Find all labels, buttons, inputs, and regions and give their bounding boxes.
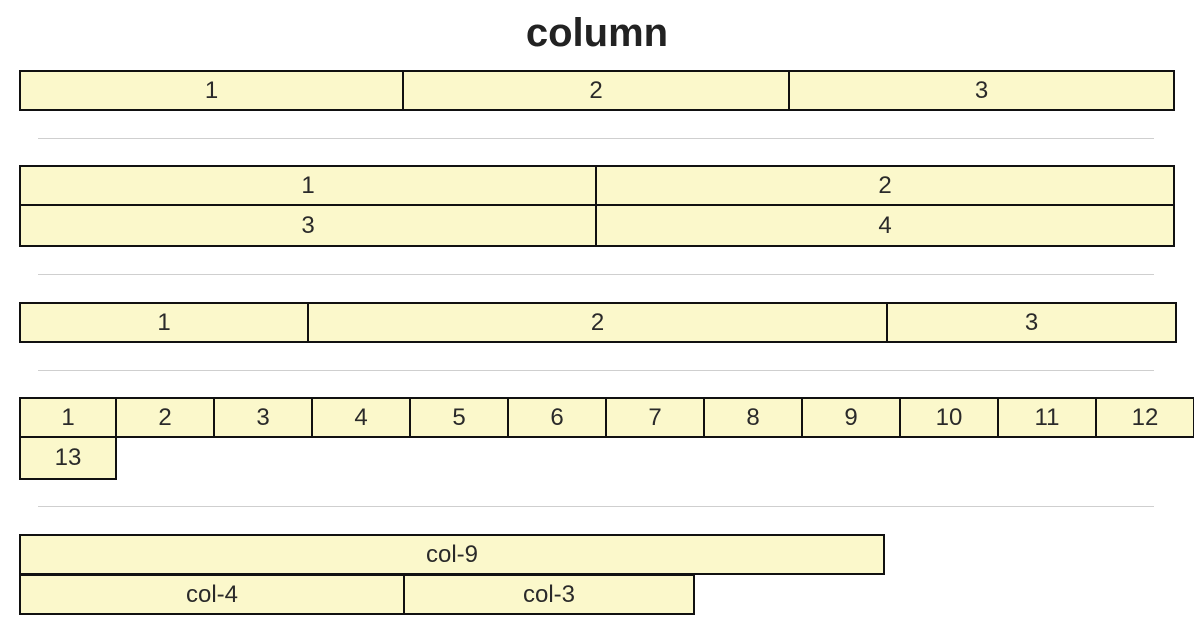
- grid-cell: 1: [19, 70, 404, 111]
- grid-cell: 2: [115, 397, 215, 438]
- page-title: column: [525, 11, 669, 55]
- grid-cell: 11: [997, 397, 1097, 438]
- grid-cell: 4: [595, 204, 1175, 247]
- grid-row-col-9: col-9: [19, 534, 1173, 575]
- grid-cell: col-3: [403, 574, 695, 615]
- grid-cell: 2: [307, 302, 888, 343]
- grid-cell: 3: [19, 204, 597, 247]
- grid-cell: 1: [19, 397, 117, 438]
- grid-cell: 10: [899, 397, 999, 438]
- grid-cell: 7: [605, 397, 705, 438]
- grid-row-equal-three: 1 2 3: [19, 70, 1175, 111]
- grid-cell: 3: [886, 302, 1177, 343]
- grid-cell: 3: [788, 70, 1175, 111]
- section-divider: [38, 274, 1154, 275]
- grid-cell: 1: [19, 165, 597, 206]
- grid-row-twelve-wrap: 1 2 3 4 5 6 7 8 9 10 11 12 13: [19, 397, 1194, 481]
- grid-cell: 2: [595, 165, 1175, 206]
- grid-cell: 2: [402, 70, 790, 111]
- grid-cell: 12: [1095, 397, 1194, 438]
- grid-cell: 3: [213, 397, 313, 438]
- section-divider: [38, 370, 1154, 371]
- grid-cell: col-9: [19, 534, 885, 575]
- section-divider: [38, 138, 1154, 139]
- section-divider: [38, 506, 1154, 507]
- grid-cell: 13: [19, 436, 117, 480]
- grid-cell: 6: [507, 397, 607, 438]
- grid-row-three-six-three: 1 2 3: [19, 302, 1177, 343]
- grid-cell: 1: [19, 302, 309, 343]
- grid-cell: 4: [311, 397, 411, 438]
- grid-row-equal-two: 1 2 3 4: [19, 165, 1175, 247]
- grid-cell: 8: [703, 397, 803, 438]
- grid-cell: col-4: [19, 574, 405, 615]
- grid-cell: 9: [801, 397, 901, 438]
- grid-row-col-4-col-3: col-4 col-3: [19, 574, 1173, 615]
- grid-cell: 5: [409, 397, 509, 438]
